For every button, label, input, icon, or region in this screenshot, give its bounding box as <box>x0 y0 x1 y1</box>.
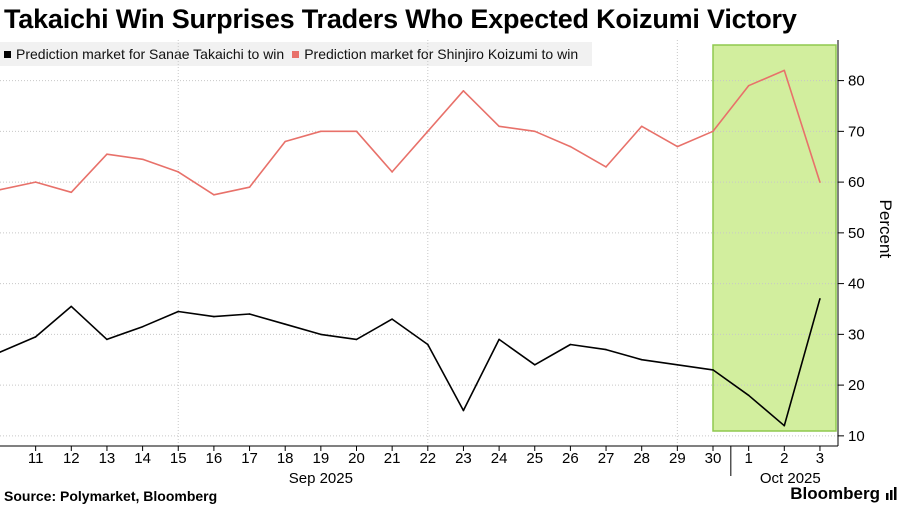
data-point-takaichi <box>320 333 322 336</box>
data-point-koizumi <box>70 191 73 194</box>
data-point-takaichi <box>605 348 607 351</box>
legend-item-takaichi: Prediction market for Sanae Takaichi to … <box>4 46 284 62</box>
x-tick-label: 28 <box>633 450 650 467</box>
data-point-takaichi <box>34 336 37 338</box>
x-tick-label: 18 <box>277 450 294 467</box>
data-point-koizumi <box>355 130 358 133</box>
data-point-takaichi <box>819 298 821 300</box>
data-point-takaichi <box>248 313 251 315</box>
data-point-takaichi <box>462 409 465 412</box>
data-point-takaichi <box>498 338 500 341</box>
data-point-takaichi <box>70 305 73 308</box>
x-tick-label: 2 <box>780 450 788 467</box>
data-point-koizumi <box>177 171 180 173</box>
x-tick-label: 15 <box>170 450 187 467</box>
source-note: Source: Polymarket, Bloomberg <box>4 488 218 504</box>
data-point-takaichi <box>569 343 572 346</box>
brand-name: Bloomberg <box>790 484 880 503</box>
data-point-takaichi <box>427 343 429 346</box>
legend: Prediction market for Sanae Takaichi to … <box>0 42 593 66</box>
data-point-takaichi <box>0 351 1 353</box>
y-tick-label: 50 <box>848 225 865 242</box>
brand-logo: Bloomberg <box>790 484 898 504</box>
data-point-koizumi <box>106 153 108 155</box>
y-tick-label: 40 <box>848 276 865 293</box>
legend-label-takaichi: Prediction market for Sanae Takaichi to … <box>16 46 285 62</box>
highlight-band <box>712 44 837 432</box>
series-line-koizumi <box>0 69 821 196</box>
data-point-takaichi <box>712 369 714 371</box>
y-tick-label: 60 <box>848 174 865 191</box>
data-point-koizumi <box>391 171 393 173</box>
data-point-koizumi <box>819 181 821 183</box>
data-point-takaichi <box>177 310 180 313</box>
data-point-takaichi <box>533 364 536 366</box>
chart-title: Takaichi Win Surprises Traders Who Expec… <box>4 4 797 34</box>
data-point-koizumi <box>213 193 215 196</box>
data-point-takaichi <box>783 424 786 427</box>
legend-swatch-takaichi <box>4 50 11 58</box>
x-tick-label: 23 <box>455 450 472 467</box>
data-point-koizumi <box>462 89 465 92</box>
data-point-koizumi <box>34 181 37 183</box>
data-point-koizumi <box>605 166 607 168</box>
data-point-takaichi <box>640 358 643 361</box>
y-tick-label: 10 <box>848 428 865 445</box>
x-tick-label: 11 <box>28 450 44 467</box>
data-point-koizumi <box>284 140 287 143</box>
x-tick-label: 24 <box>491 450 508 467</box>
bloomberg-terminal-icon <box>886 487 897 500</box>
data-point-koizumi <box>676 145 679 148</box>
month-label-sep: Sep 2025 <box>289 470 353 487</box>
data-point-koizumi <box>320 130 322 133</box>
data-point-takaichi <box>747 394 750 397</box>
legend-item-koizumi: Prediction market for Shinjiro Koizumi t… <box>292 46 578 62</box>
y-axis-label: Percent <box>876 200 895 259</box>
data-point-takaichi <box>213 315 215 318</box>
month-label-oct: Oct 2025 <box>760 470 821 487</box>
data-point-koizumi <box>141 158 144 161</box>
x-tick-label: 21 <box>384 450 401 467</box>
x-tick-label: 27 <box>598 450 615 467</box>
x-tick-label: 19 <box>313 450 330 467</box>
x-tick-label: 13 <box>99 450 116 467</box>
data-point-koizumi <box>533 130 536 133</box>
data-point-koizumi <box>640 125 643 128</box>
x-tick-label: 25 <box>526 450 543 467</box>
x-tick-label: 3 <box>816 450 824 467</box>
x-tick-label: 12 <box>63 450 80 467</box>
data-point-koizumi <box>427 130 429 133</box>
data-point-takaichi <box>106 338 108 341</box>
x-tick-label: 1 <box>744 450 752 467</box>
y-tick-label: 70 <box>848 123 865 140</box>
data-point-koizumi <box>498 125 500 128</box>
data-point-koizumi <box>248 186 251 188</box>
data-point-koizumi <box>783 69 786 72</box>
series-line-takaichi <box>0 298 821 427</box>
legend-label-koizumi: Prediction market for Shinjiro Koizumi t… <box>304 46 579 62</box>
data-point-koizumi <box>712 130 714 133</box>
x-tick-label: 14 <box>134 450 151 467</box>
x-tick-label: 30 <box>705 450 722 467</box>
data-point-takaichi <box>676 364 679 366</box>
x-tick-label: 22 <box>419 450 436 467</box>
data-point-takaichi <box>141 325 144 328</box>
y-tick-label: 80 <box>848 73 865 90</box>
x-tick-label: 16 <box>206 450 223 467</box>
legend-swatch-koizumi <box>292 50 300 58</box>
y-tick-label: 20 <box>848 377 865 394</box>
data-point-takaichi <box>391 318 393 320</box>
x-tick-label: 17 <box>241 450 258 467</box>
data-point-takaichi <box>284 323 287 326</box>
data-point-koizumi <box>747 84 750 87</box>
x-tick-label: 20 <box>348 450 365 467</box>
x-tick-label: 29 <box>669 450 686 467</box>
data-point-takaichi <box>355 338 358 341</box>
data-point-koizumi <box>0 188 1 191</box>
x-tick-label: 26 <box>562 450 579 467</box>
y-tick-label: 30 <box>848 326 865 343</box>
data-point-koizumi <box>569 145 572 148</box>
